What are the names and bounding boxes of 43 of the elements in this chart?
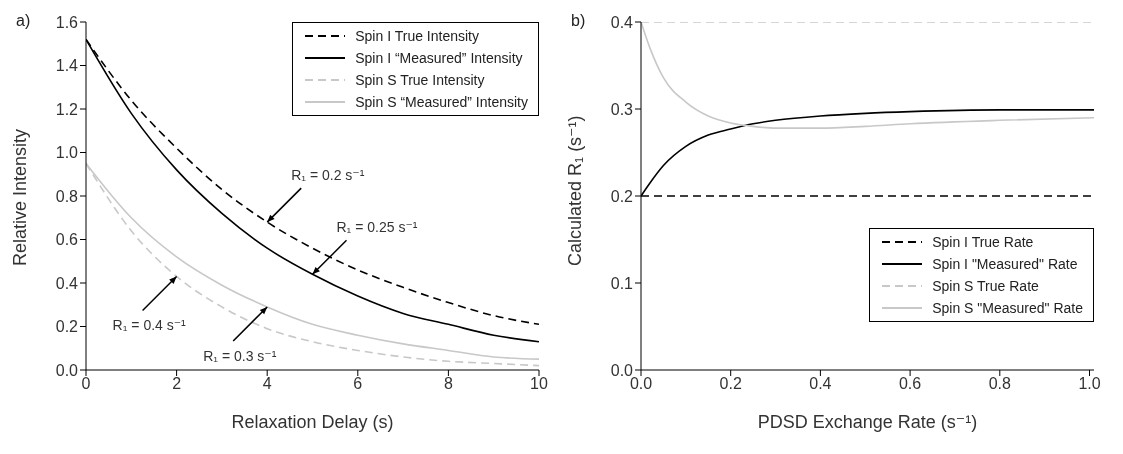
x-tick-label: 0 <box>81 375 91 393</box>
legend-label: Spin I True Intensity <box>355 28 479 44</box>
legend-label: Spin I "Measured" Rate <box>932 256 1078 272</box>
legend-label: Spin I True Rate <box>932 234 1034 250</box>
chart-title: b) <box>571 12 586 30</box>
y-tick-label: 0.6 <box>55 231 79 249</box>
y-tick-label: 0.0 <box>55 361 79 379</box>
y-tick-label: 1.0 <box>55 144 79 162</box>
legend-label: Spin I “Measured” Intensity <box>355 50 523 66</box>
x-tick-label: 4 <box>262 375 272 393</box>
legend-label: Spin S True Intensity <box>355 72 485 88</box>
annotation: R₁ = 0.2 s⁻¹ <box>291 167 365 184</box>
x-tick-label: 2 <box>172 375 182 393</box>
x-tick-label: 0.4 <box>809 375 832 393</box>
x-axis-title: Relaxation Delay (s) <box>231 412 394 432</box>
x-tick-label: 8 <box>443 375 453 393</box>
legend-label: Spin S True Rate <box>932 278 1039 294</box>
y-axis-title: Calculated R₁ (s⁻¹) <box>565 115 586 266</box>
chart-title: a) <box>16 12 31 30</box>
y-tick-label: 0.4 <box>610 13 634 31</box>
x-tick-label: 0.6 <box>898 375 922 393</box>
x-axis-title: PDSD Exchange Rate (s⁻¹) <box>757 412 978 432</box>
x-tick-label: 1.0 <box>1078 375 1101 393</box>
legend-label: Spin S “Measured” Intensity <box>355 94 528 110</box>
y-tick-label: 0.4 <box>55 274 79 292</box>
y-tick-label: 0.3 <box>610 100 634 118</box>
y-axis-title: Relative Intensity <box>10 128 31 266</box>
x-tick-label: 10 <box>530 375 548 393</box>
y-tick-label: 1.6 <box>55 13 79 31</box>
x-tick-label: 0.2 <box>719 375 742 393</box>
y-tick-label: 1.4 <box>55 57 79 75</box>
annotation: R₁ = 0.3 s⁻¹ <box>203 347 277 364</box>
y-tick-label: 1.2 <box>55 100 79 118</box>
annotation: R₁ = 0.25 s⁻¹ <box>336 219 418 236</box>
y-tick-label: 0.2 <box>55 318 79 336</box>
legend-label: Spin S "Measured" Rate <box>932 300 1083 316</box>
x-tick-label: 0.0 <box>629 375 653 393</box>
x-tick-label: 0.8 <box>988 375 1012 393</box>
x-tick-label: 6 <box>353 375 363 393</box>
y-tick-label: 0.8 <box>55 187 79 205</box>
y-tick-label: 0.2 <box>610 187 634 205</box>
y-tick-label: 0.1 <box>610 274 634 292</box>
annotation: R₁ = 0.4 s⁻¹ <box>112 317 187 334</box>
